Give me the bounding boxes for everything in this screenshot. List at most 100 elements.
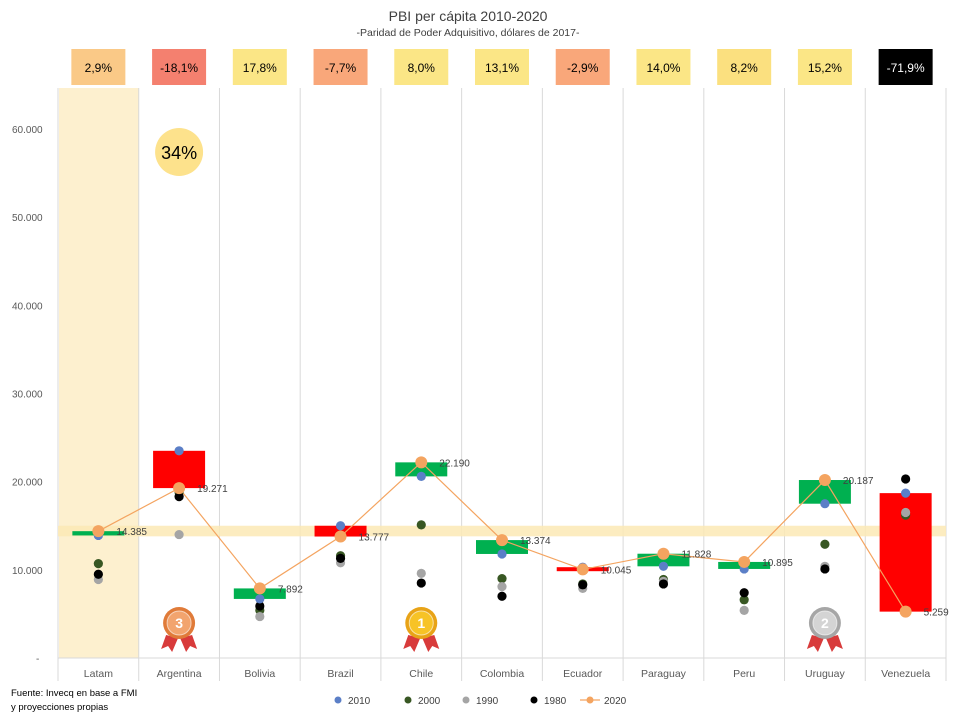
point-2020 xyxy=(738,555,751,568)
point-2000 xyxy=(497,574,507,584)
point-2000 xyxy=(739,595,749,605)
legend-marker-2000 xyxy=(404,696,412,704)
point-1980 xyxy=(416,578,426,588)
medal-1-icon: 1 xyxy=(403,607,440,652)
growth-box xyxy=(555,49,610,85)
value-label-2020: 13.777 xyxy=(359,533,390,544)
medal-ribbon-left xyxy=(161,635,179,652)
point-2010 xyxy=(416,471,426,481)
growth-label: 13,1% xyxy=(485,61,519,75)
point-2020 xyxy=(92,525,105,538)
category-label: Argentina xyxy=(157,668,202,680)
value-label-2020: 10.895 xyxy=(762,558,793,569)
category-label: Ecuador xyxy=(563,668,603,680)
change-bar-uruguay xyxy=(798,480,851,504)
growth-label: -7,7% xyxy=(325,61,357,75)
legend-marker-2020 xyxy=(586,696,594,704)
legend-marker-1990 xyxy=(462,696,470,704)
growth-label: -2,9% xyxy=(567,61,599,75)
growth-box xyxy=(152,49,207,85)
category-label: Colombia xyxy=(480,668,525,680)
y-tick-label: 60.000 xyxy=(12,125,43,136)
category-label: Paraguay xyxy=(641,668,687,680)
point-2020 xyxy=(657,547,670,560)
point-1980 xyxy=(93,569,103,579)
value-label-2020: 10.045 xyxy=(601,565,632,576)
category-label: Chile xyxy=(409,668,433,680)
value-label-2020: 5.259 xyxy=(924,608,949,619)
point-1980 xyxy=(255,601,265,611)
medal-2-icon: 2 xyxy=(806,607,843,652)
category-label: Venezuela xyxy=(881,668,930,680)
legend-label: 1990 xyxy=(476,696,499,707)
value-label-2020: 13.374 xyxy=(520,536,551,547)
point-2020 xyxy=(334,530,347,543)
point-1980 xyxy=(497,591,507,601)
medal-inner xyxy=(408,610,434,636)
growth-box xyxy=(232,49,287,85)
category-label: Bolivia xyxy=(244,668,275,680)
growth-label: -18,1% xyxy=(160,61,198,75)
value-label-2020: 11.828 xyxy=(681,550,711,561)
point-2020 xyxy=(173,482,186,495)
point-2020 xyxy=(496,534,508,547)
growth-box xyxy=(797,49,852,85)
point-2000 xyxy=(416,520,426,530)
point-2000 xyxy=(820,539,830,549)
point-1990 xyxy=(901,507,911,518)
change-bar-argentina xyxy=(153,450,206,489)
point-2010 xyxy=(901,488,911,498)
point-1990 xyxy=(739,605,749,615)
growth-box xyxy=(394,49,449,85)
point-1980 xyxy=(658,579,669,589)
growth-box xyxy=(475,49,529,85)
growth-label: 17,8% xyxy=(243,61,277,75)
growth-box xyxy=(636,49,691,85)
point-1990 xyxy=(416,568,426,578)
growth-label: 8,2% xyxy=(731,61,759,75)
latam-reference-band xyxy=(58,525,946,537)
growth-box xyxy=(717,49,772,85)
point-2010 xyxy=(255,594,265,604)
point-2020 xyxy=(415,456,428,469)
value-label-2020: 22.190 xyxy=(439,458,470,469)
value-label-2020: 20.187 xyxy=(843,476,874,487)
point-1980 xyxy=(739,588,749,598)
medal-ribbon-right xyxy=(422,635,440,652)
category-label: Uruguay xyxy=(805,668,845,680)
legend-label: 1980 xyxy=(544,696,567,707)
point-1990 xyxy=(255,611,265,622)
growth-label: -71,9% xyxy=(887,61,925,75)
point-1980 xyxy=(335,553,346,563)
growth-label: 2,9% xyxy=(85,61,113,75)
value-label-2020: 7.892 xyxy=(278,584,303,595)
y-tick-label: 20.000 xyxy=(12,478,43,489)
medal-rank-label: 3 xyxy=(175,615,183,631)
point-2010 xyxy=(335,521,346,531)
category-label: Peru xyxy=(733,668,755,680)
change-bar-colombia xyxy=(476,540,528,554)
value-label-2020: 19.271 xyxy=(197,484,228,495)
growth-box xyxy=(71,49,126,85)
medal-rank-label: 1 xyxy=(417,615,425,631)
point-1980 xyxy=(901,474,911,484)
highlight-badge-label: 34% xyxy=(161,143,197,163)
legend-marker-2010 xyxy=(334,696,342,704)
growth-box xyxy=(878,49,933,85)
point-2020 xyxy=(576,563,589,576)
growth-label: 8,0% xyxy=(408,61,436,75)
medal-inner xyxy=(812,610,838,636)
change-bar-paraguay xyxy=(637,553,690,567)
category-label: Latam xyxy=(84,668,113,680)
y-tick-label: 30.000 xyxy=(12,390,43,401)
growth-box xyxy=(313,49,368,85)
point-2020 xyxy=(253,582,266,595)
value-label-2020: 14.385 xyxy=(116,527,147,538)
medal-ribbon-left xyxy=(806,635,824,652)
growth-label: 14,0% xyxy=(646,61,680,75)
point-2010 xyxy=(497,549,507,559)
source-note: Fuente: Invecq en base a FMI y proyeccio… xyxy=(11,688,138,713)
medal-rank-label: 2 xyxy=(821,615,829,631)
y-tick-label: 50.000 xyxy=(12,213,43,224)
